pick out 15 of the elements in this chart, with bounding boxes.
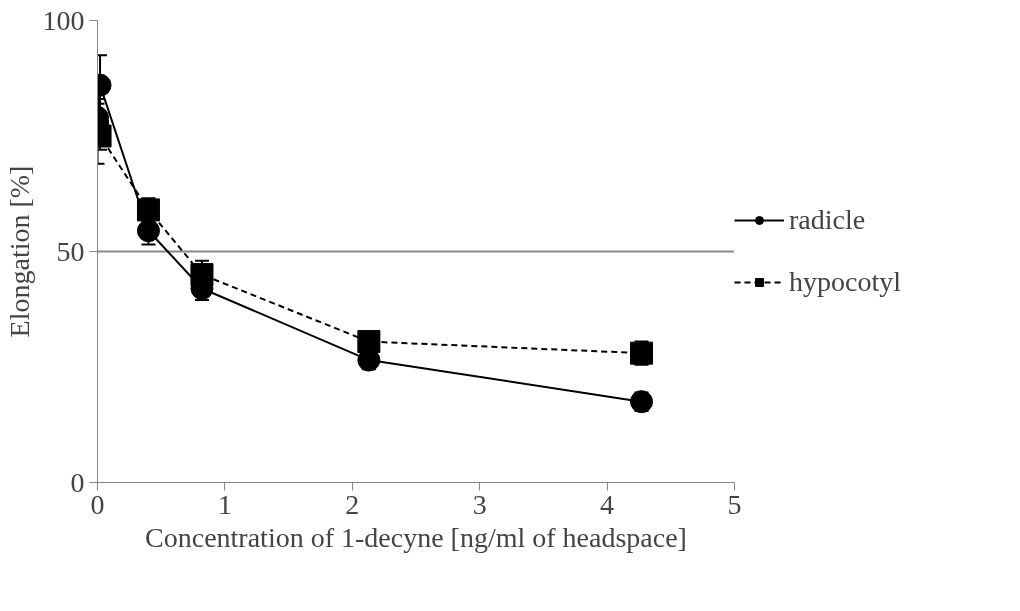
legend-label: hypocotyl [789,266,901,298]
point [190,263,214,287]
x-tick-label: 0 [90,488,105,520]
x-tick-label: 3 [472,488,487,520]
y-tick-label: 0 [70,466,85,498]
y-tick-label: 100 [42,4,85,36]
y-axis-title: Elongation [%] [3,165,35,338]
x-tick-label: 2 [345,488,360,520]
x-tick-label: 5 [727,488,742,520]
x-axis-title: Concentration of 1-decyne [ng/ml of headspace] [145,521,687,553]
x-tick-label: 1 [217,488,232,520]
point [357,330,381,354]
y-tick-label: 50 [56,235,85,267]
legend-label: radicle [789,204,866,236]
x-tick-label: 4 [600,488,615,520]
